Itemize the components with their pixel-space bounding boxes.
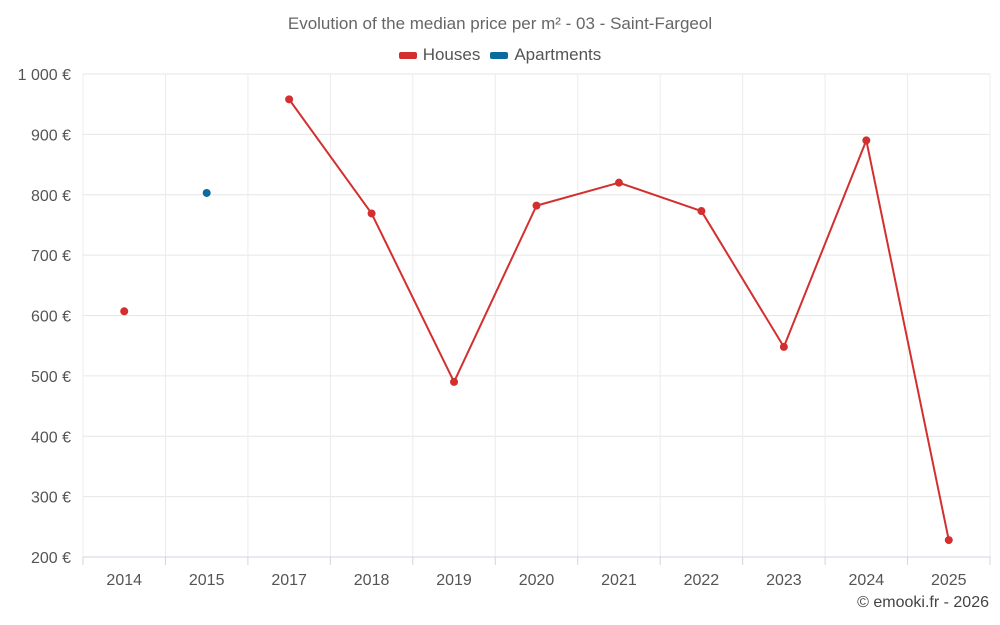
data-point-houses-2021	[614, 178, 623, 187]
legend-label-houses: Houses	[422, 45, 481, 64]
legend-label-apartments: Apartments	[514, 45, 602, 64]
data-point-houses-2024	[862, 136, 871, 145]
y-tick-label: 800 €	[31, 188, 71, 205]
y-tick-label: 700 €	[31, 248, 71, 265]
x-tick-label: 2020	[519, 572, 555, 589]
y-tick-label: 900 €	[31, 127, 71, 144]
copyright-credit: © emooki.fr - 2026	[857, 594, 989, 611]
data-point-houses-2025	[944, 536, 953, 545]
chart-legend: Houses Apartments	[0, 45, 1000, 65]
x-tick-label: 2014	[106, 572, 142, 589]
x-tick-label: 2021	[601, 572, 637, 589]
legend-swatch-houses	[398, 51, 417, 59]
data-point-houses-2023	[779, 342, 788, 351]
x-tick-label: 2023	[766, 572, 802, 589]
x-tick-label: 2018	[354, 572, 390, 589]
data-point-houses-2017	[285, 95, 294, 104]
series-line-houses	[288, 98, 950, 541]
x-tick-label: 2017	[271, 572, 307, 589]
legend-item-houses[interactable]: Houses	[398, 45, 481, 65]
chart-title: Evolution of the median price per m² - 0…	[287, 14, 713, 33]
data-point-houses-2018	[367, 209, 376, 218]
data-point-houses-2020	[532, 201, 541, 210]
data-point-houses-2022	[697, 207, 706, 216]
x-tick-label: 2015	[189, 572, 225, 589]
y-tick-label: 1 000 €	[18, 67, 71, 84]
y-tick-label: 600 €	[31, 309, 71, 326]
y-tick-label: 500 €	[31, 369, 71, 386]
y-tick-label: 200 €	[31, 550, 71, 567]
x-tick-label: 2022	[684, 572, 720, 589]
legend-swatch-apartments	[490, 51, 509, 59]
x-tick-label: 2019	[436, 572, 472, 589]
x-tick-label: 2025	[931, 572, 967, 589]
data-point-apartments-2015	[202, 188, 211, 197]
legend-item-apartments[interactable]: Apartments	[490, 45, 601, 65]
x-tick-label: 2024	[849, 572, 885, 589]
data-point-houses-2014	[120, 307, 129, 316]
y-tick-label: 300 €	[31, 490, 71, 507]
y-tick-label: 400 €	[31, 429, 71, 446]
data-point-houses-2019	[450, 377, 459, 386]
